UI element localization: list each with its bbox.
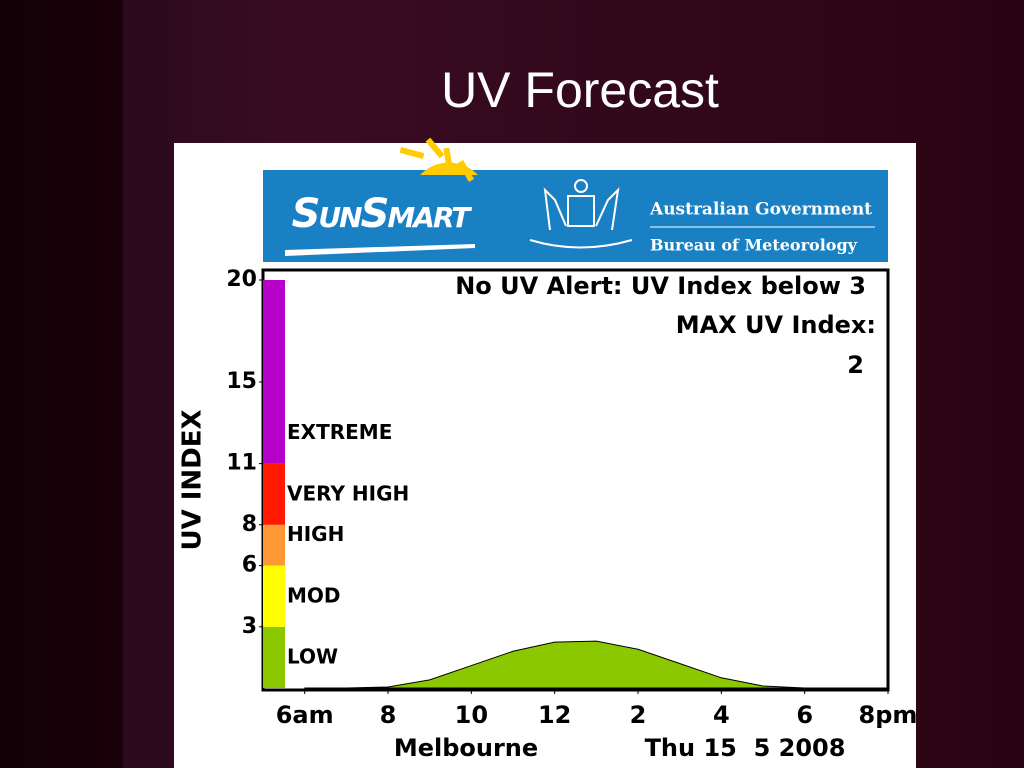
uv-band (263, 463, 285, 525)
slide-title: UV Forecast (441, 62, 719, 118)
x-tick-label: 6am (276, 701, 334, 729)
location: Melbourne (394, 734, 538, 762)
x-tick-label: 8 (380, 701, 397, 729)
x-tick-label: 12 (538, 701, 571, 729)
y-tick-label: 8 (242, 512, 257, 537)
band-label: HIGH (287, 522, 344, 546)
coat-of-arms (529, 179, 633, 249)
sun-icon (399, 137, 478, 183)
y-tick-label: 11 (226, 451, 257, 476)
plot-frame (261, 268, 890, 692)
y-tick-label: 15 (226, 369, 257, 394)
y-tick-label: 20 (226, 267, 257, 292)
date: Thu 15 5 2008 (645, 734, 846, 762)
band-label: LOW (287, 645, 338, 669)
band-label: EXTREME (287, 420, 392, 444)
uv-area (304, 640, 889, 689)
x-tick-label: 4 (713, 701, 730, 729)
agency: Bureau of Meteorology (650, 236, 858, 255)
uv-band (263, 524, 285, 566)
uv-band (263, 626, 285, 688)
government: Australian Government (649, 200, 872, 220)
annotation: No UV Alert: UV Index below 3 (455, 272, 866, 300)
x-tick-label: 6 (796, 701, 813, 729)
uv-band (263, 280, 285, 464)
brand-underline (285, 244, 475, 256)
annotation: MAX UV Index: (676, 311, 876, 339)
band-label: MOD (287, 583, 341, 607)
band-label: VERY HIGH (287, 481, 409, 505)
y-tick-label: 3 (242, 614, 257, 639)
x-tick-label: 8pm (859, 701, 918, 729)
x-tick-label: 2 (630, 701, 647, 729)
brand: SunSmart (292, 191, 473, 237)
uv-band (263, 565, 285, 627)
x-tick-label: 10 (455, 701, 488, 729)
annotation: 2 (847, 351, 864, 379)
y-axis-label: UV INDEX (178, 409, 208, 550)
y-tick-label: 6 (242, 553, 257, 578)
